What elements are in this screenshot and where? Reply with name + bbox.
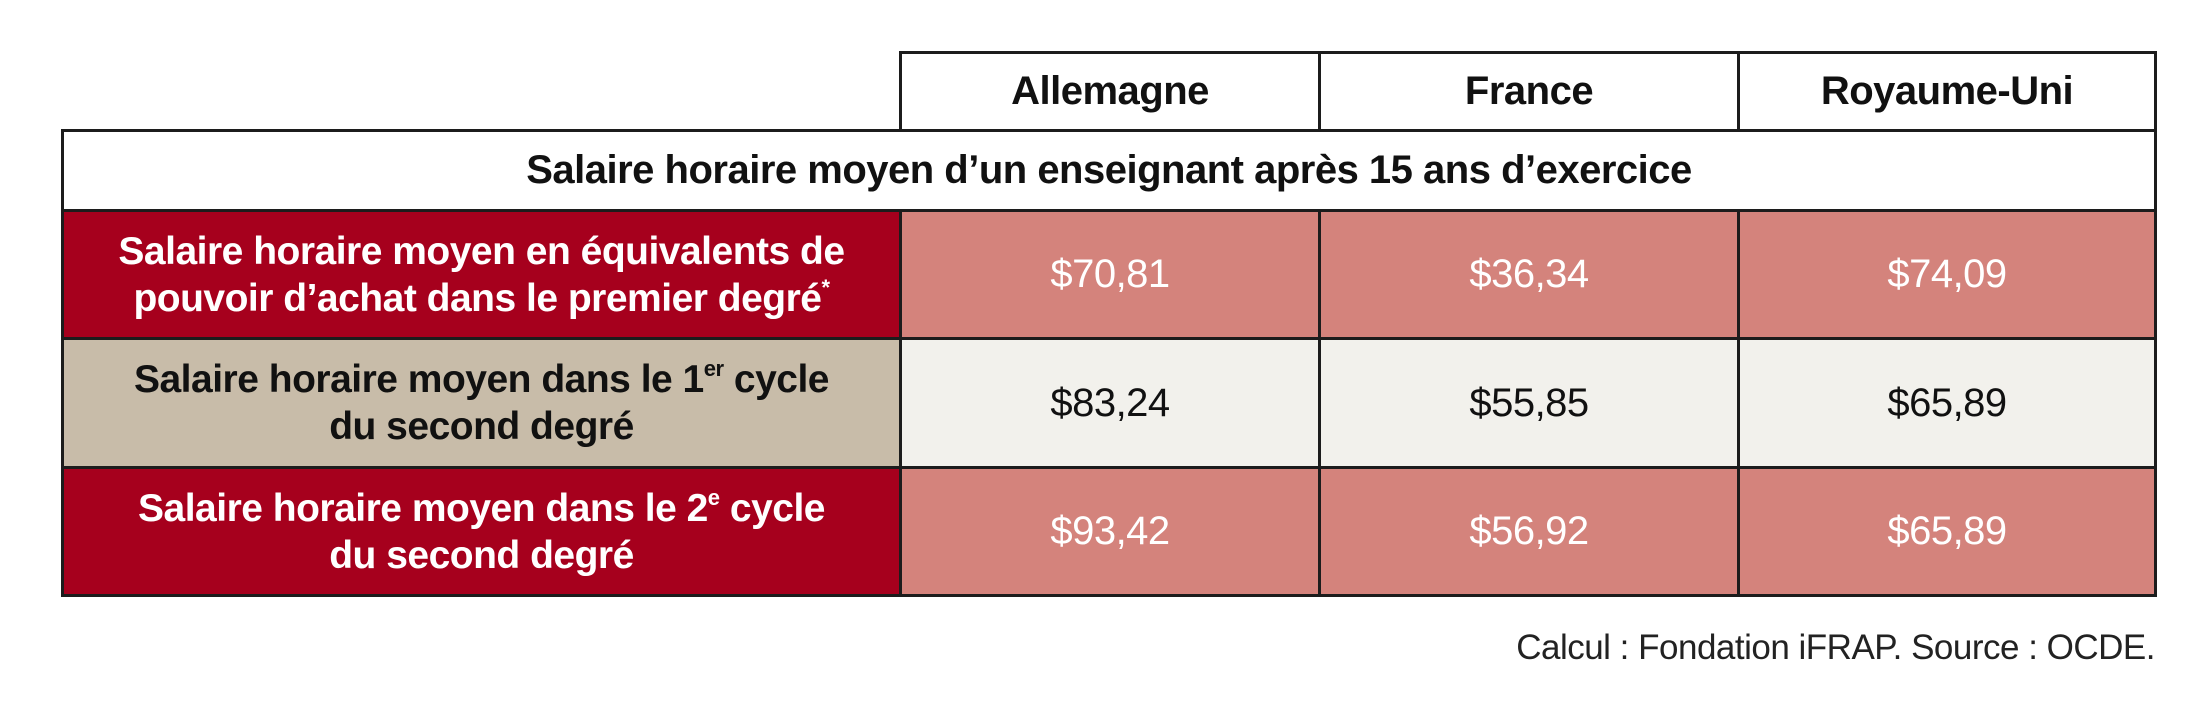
- table-cell-value: $83,24: [899, 337, 1321, 469]
- column-header-royaume-uni: Royaume-Uni: [1737, 51, 2157, 132]
- section-title: Salaire horaire moyen d’un enseignant ap…: [61, 129, 2157, 212]
- table-cell-value: $65,89: [1737, 466, 2157, 597]
- table-cell-value: $56,92: [1318, 466, 1740, 597]
- column-header-france: France: [1318, 51, 1740, 132]
- row-label-line1-end: cycle: [723, 358, 830, 401]
- row-label-1er-cycle: Salaire horaire moyen dans le 1er cycle …: [61, 337, 902, 469]
- salary-table: Allemagne France Royaume-Uni Salaire hor…: [61, 51, 2157, 597]
- table-cell-value: $65,89: [1737, 337, 2157, 469]
- table-cell-value: $36,34: [1318, 209, 1740, 340]
- ordinal-suffix: er: [703, 356, 724, 381]
- footnote-marker: *: [821, 274, 830, 300]
- table-cell-value: $70,81: [899, 209, 1321, 340]
- row-label-line1-end: cycle: [719, 486, 826, 530]
- table-cell-value: $55,85: [1318, 337, 1740, 469]
- row-label-line2: du second degré: [329, 533, 634, 577]
- ordinal-suffix: e: [707, 484, 720, 510]
- table-cell-value: $74,09: [1737, 209, 2157, 340]
- column-header-allemagne: Allemagne: [899, 51, 1321, 132]
- source-note: Calcul : Fondation iFRAP. Source : OCDE.: [1516, 628, 2155, 667]
- row-label-premier-degre: Salaire horaire moyen en équivalents de …: [61, 209, 902, 340]
- row-label-2e-cycle: Salaire horaire moyen dans le 2e cycle d…: [61, 466, 902, 597]
- row-label-line2: du second degré: [329, 405, 634, 448]
- table-cell-value: $93,42: [899, 466, 1321, 597]
- row-label-line1: Salaire horaire moyen dans le 1: [133, 358, 704, 401]
- row-label-line2: pouvoir d’achat dans le premier degré: [133, 276, 822, 320]
- row-label-line1: Salaire horaire moyen en équivalents de: [118, 229, 845, 273]
- row-label-line1: Salaire horaire moyen dans le 2: [138, 486, 708, 530]
